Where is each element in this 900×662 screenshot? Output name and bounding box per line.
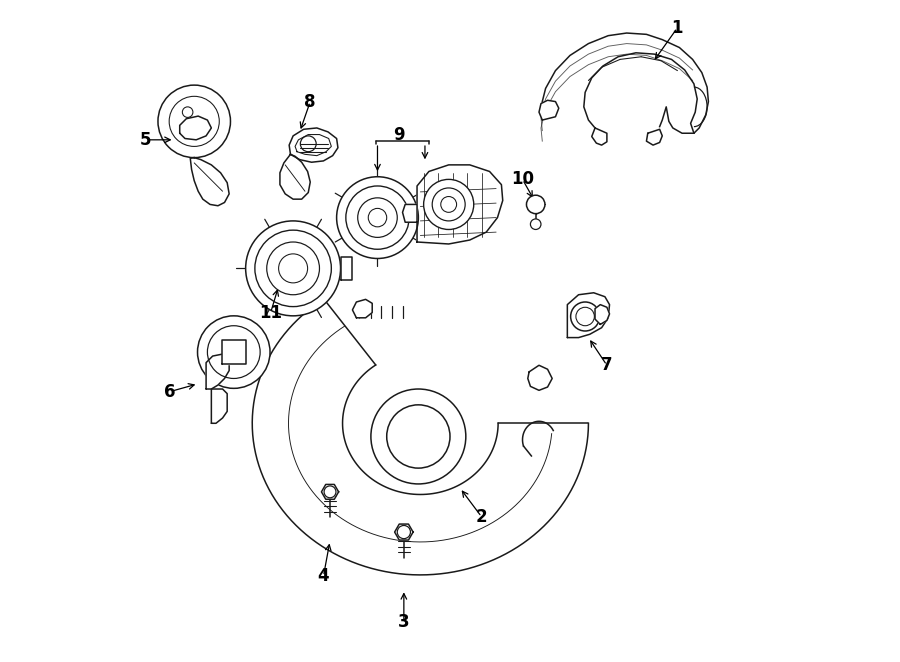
Polygon shape bbox=[417, 165, 503, 244]
Polygon shape bbox=[539, 100, 559, 120]
Polygon shape bbox=[591, 128, 607, 145]
Polygon shape bbox=[394, 524, 413, 540]
Text: 5: 5 bbox=[140, 131, 151, 149]
Text: 6: 6 bbox=[164, 383, 176, 401]
Circle shape bbox=[424, 179, 473, 230]
Circle shape bbox=[530, 219, 541, 230]
Polygon shape bbox=[340, 256, 353, 280]
Circle shape bbox=[371, 389, 466, 484]
Text: 10: 10 bbox=[511, 170, 534, 189]
Polygon shape bbox=[212, 389, 227, 423]
Text: 11: 11 bbox=[259, 304, 283, 322]
Circle shape bbox=[246, 221, 340, 316]
Polygon shape bbox=[280, 154, 310, 199]
Polygon shape bbox=[541, 33, 708, 133]
Circle shape bbox=[337, 177, 419, 258]
Circle shape bbox=[197, 316, 270, 389]
Text: 3: 3 bbox=[398, 614, 410, 632]
Polygon shape bbox=[289, 128, 338, 162]
Polygon shape bbox=[252, 299, 589, 575]
Circle shape bbox=[324, 486, 336, 498]
Polygon shape bbox=[222, 340, 246, 364]
Polygon shape bbox=[567, 293, 609, 338]
Text: 9: 9 bbox=[392, 126, 404, 144]
Polygon shape bbox=[206, 354, 230, 389]
Text: 7: 7 bbox=[601, 356, 613, 374]
Polygon shape bbox=[595, 305, 609, 324]
Polygon shape bbox=[527, 365, 553, 391]
Circle shape bbox=[397, 526, 410, 539]
Text: 1: 1 bbox=[671, 19, 683, 37]
Text: 2: 2 bbox=[476, 508, 488, 526]
Text: 8: 8 bbox=[304, 93, 316, 111]
Text: 4: 4 bbox=[318, 567, 329, 585]
Polygon shape bbox=[353, 299, 373, 318]
Circle shape bbox=[158, 85, 230, 158]
Polygon shape bbox=[402, 205, 417, 222]
Polygon shape bbox=[321, 485, 338, 499]
Polygon shape bbox=[190, 158, 230, 206]
Circle shape bbox=[571, 302, 599, 331]
Circle shape bbox=[526, 195, 544, 214]
Polygon shape bbox=[646, 129, 662, 145]
